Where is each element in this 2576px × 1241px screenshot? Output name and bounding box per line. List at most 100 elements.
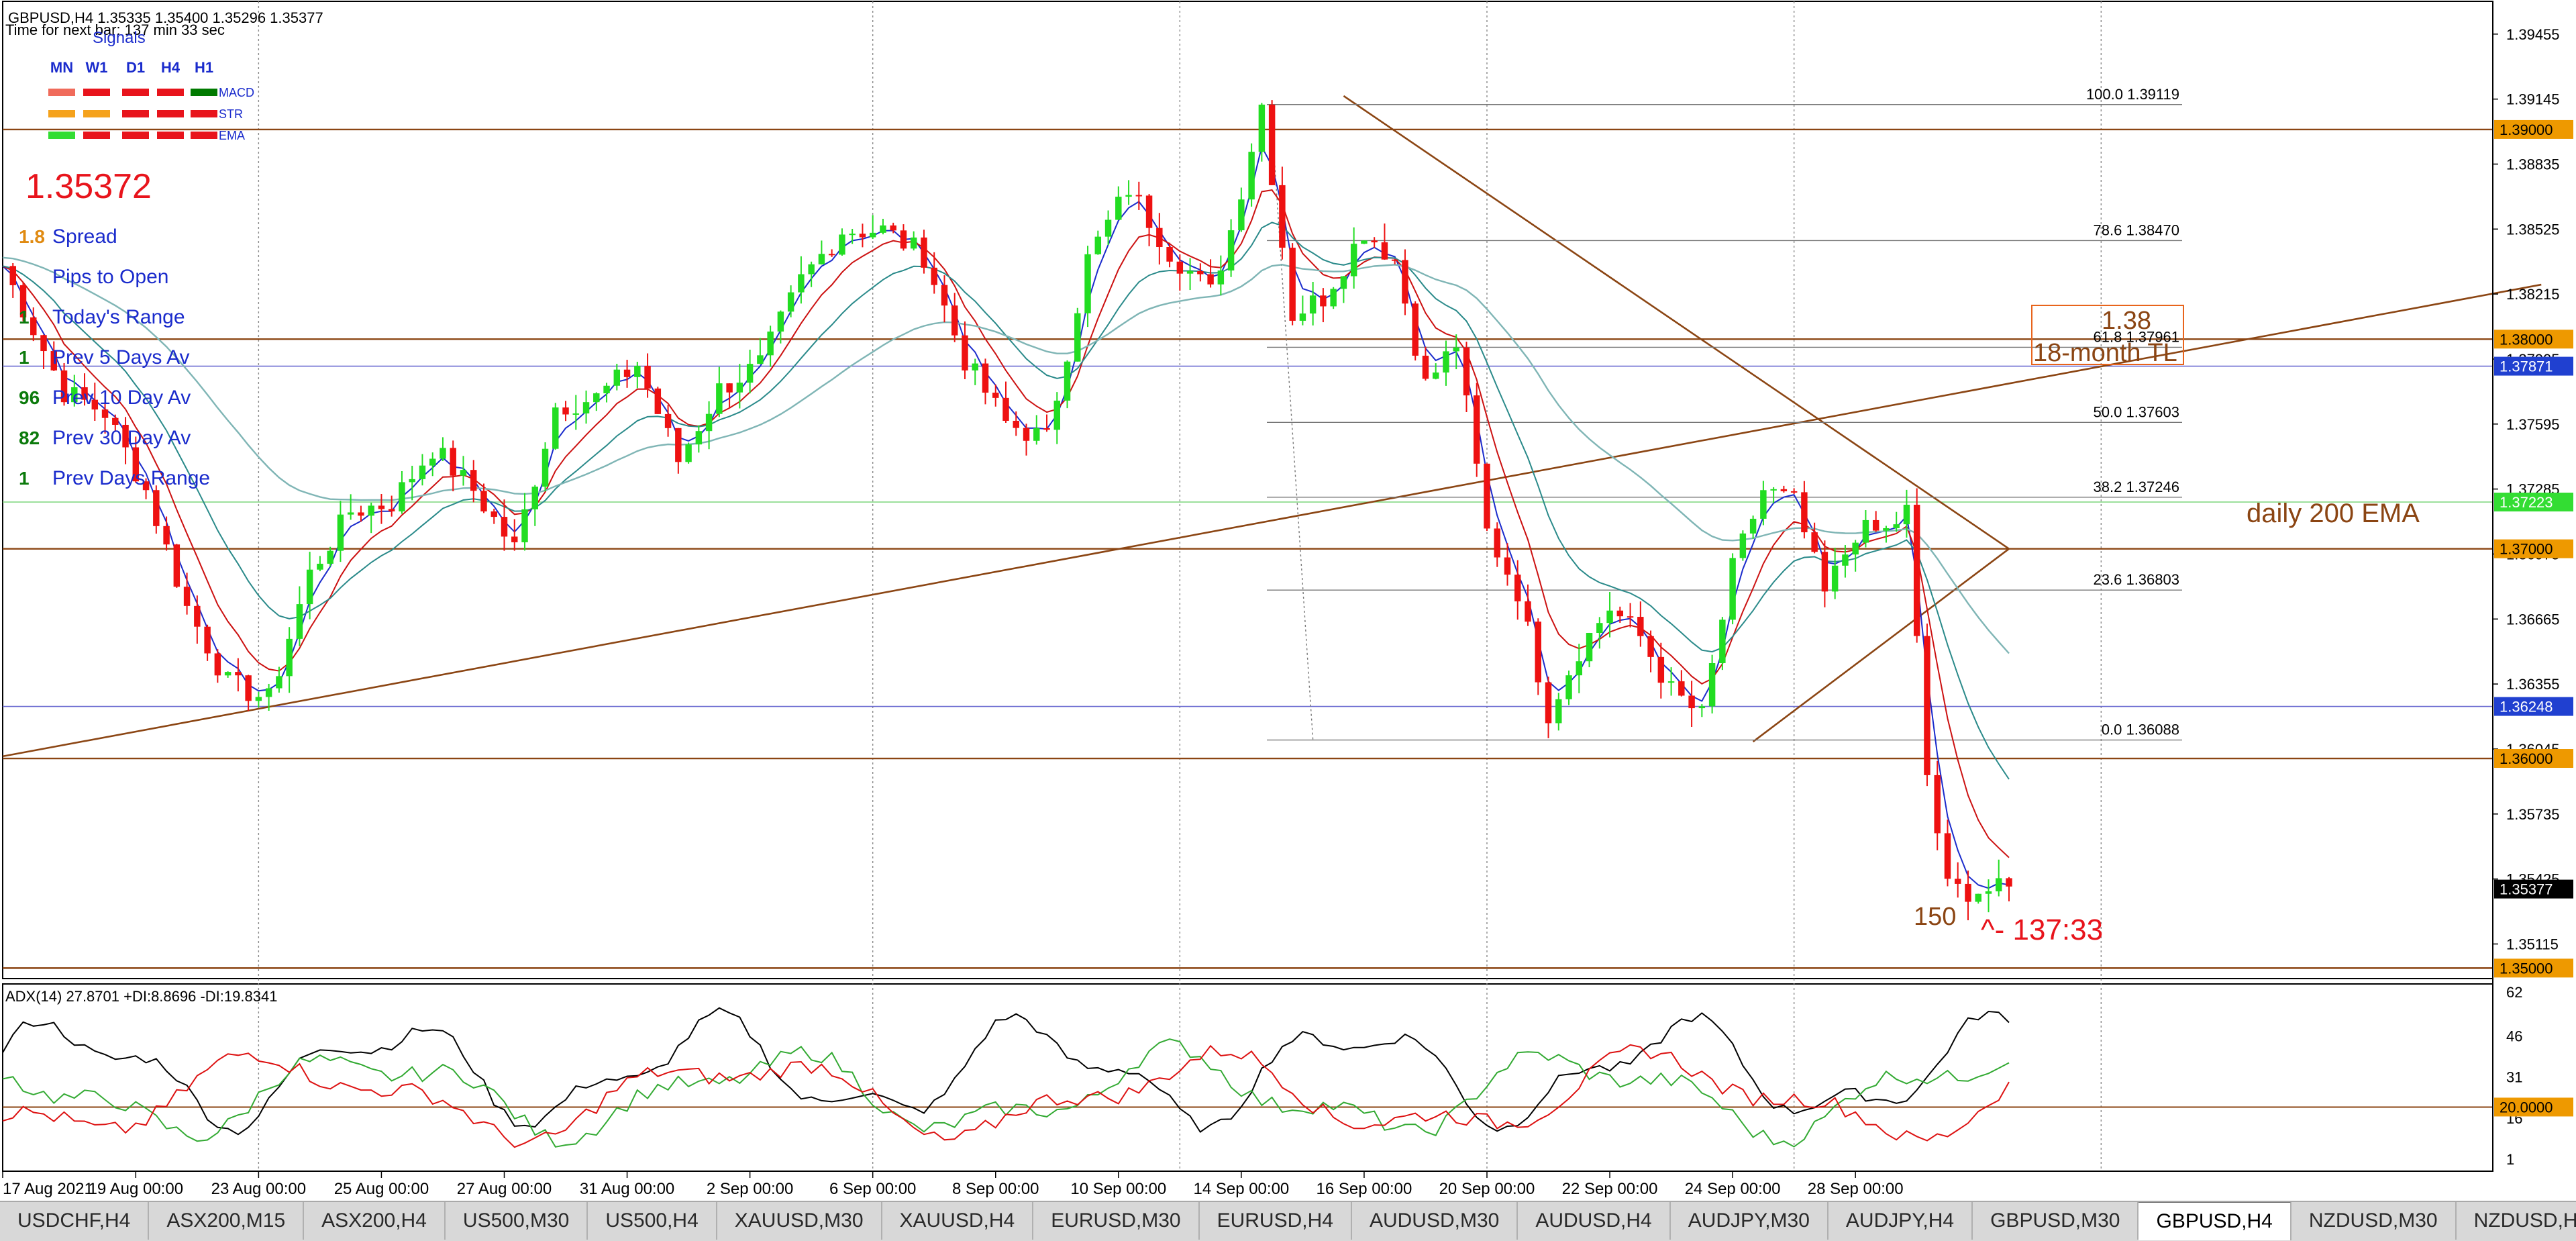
info-label: Spread (52, 226, 117, 248)
candle-body (1872, 519, 1879, 531)
candle-body (1135, 195, 1143, 197)
symbol-tab[interactable]: AUDUSD,H4 (1518, 1202, 1671, 1240)
symbol-tab[interactable]: AUDJPY,M30 (1671, 1202, 1828, 1240)
price-tag (2494, 119, 2573, 139)
candle-body (869, 232, 876, 238)
signal-cell (157, 89, 184, 96)
candle-body (746, 364, 754, 383)
candle-body (1320, 295, 1327, 307)
time-tick-label: 16 Sep 00:00 (1317, 1180, 1412, 1198)
fib-level-label: 0.0 1.36088 (2102, 722, 2179, 738)
info-value: 96 (19, 387, 40, 408)
price-tag (2494, 879, 2573, 899)
candle-body (1104, 219, 1112, 237)
candle-body (1207, 274, 1214, 285)
symbol-tab[interactable]: EURUSD,H4 (1200, 1202, 1352, 1240)
candle-body (982, 363, 989, 393)
signal-cell (122, 132, 149, 139)
adx-scale-label: 1 (2506, 1151, 2514, 1168)
candle-body (1299, 313, 1306, 321)
signal-cell (48, 110, 75, 117)
signal-cell (157, 110, 184, 117)
candle-body (634, 366, 641, 377)
price-tag-label: 1.36248 (2500, 699, 2553, 715)
price-tag-label: 1.39000 (2500, 121, 2553, 138)
symbol-tab[interactable]: US500,M30 (446, 1202, 588, 1240)
candle-body (1801, 492, 1808, 533)
symbol-tab[interactable]: AUDJPY,H4 (1828, 1202, 1973, 1240)
symbol-tab[interactable]: US500,H4 (588, 1202, 717, 1240)
candle-body (1432, 373, 1439, 379)
candle-body (409, 479, 415, 483)
candle-body (153, 490, 160, 526)
adx-label: ADX(14) 27.8701 +DI:8.8696 -DI:19.8341 (5, 988, 277, 1005)
fib-level-label: 23.6 1.36803 (2094, 571, 2179, 588)
candle-body (1422, 355, 1429, 379)
candle-body (19, 285, 27, 317)
price-tick-label: 1.37595 (2506, 416, 2560, 433)
symbol-tab[interactable]: ASX200,H4 (304, 1202, 446, 1240)
adx-line (2, 1007, 2010, 1136)
candle-body (204, 626, 211, 654)
candle-body (777, 311, 784, 332)
symbol-tab[interactable]: XAUUSD,H4 (882, 1202, 1034, 1240)
candle-body (798, 274, 805, 293)
symbol-tab[interactable]: AUDUSD,M30 (1352, 1202, 1518, 1240)
fib-level-label: 100.0 1.39119 (2086, 86, 2179, 103)
candle-body (1412, 303, 1419, 356)
candle-body (1924, 636, 1930, 775)
symbol-tab[interactable]: NZDUSD,M30 (2291, 1202, 2457, 1240)
price-tag (2494, 749, 2573, 768)
candle-body (1258, 104, 1266, 152)
symbol-tab[interactable]: ASX200,M15 (149, 1202, 305, 1240)
symbol-tab[interactable]: GBPUSD,H4 (2139, 1202, 2291, 1240)
candle-body (1391, 259, 1398, 261)
time-tick-label: 24 Sep 00:00 (1685, 1180, 1781, 1198)
candle-body (1227, 230, 1235, 270)
candle-body (654, 388, 662, 414)
candle-body (685, 444, 692, 462)
candle-body (235, 672, 242, 676)
symbol-tab[interactable]: EURUSD,M30 (1033, 1202, 1200, 1240)
candle-body (9, 266, 16, 285)
price-tag-label: 1.36000 (2500, 750, 2553, 767)
pips-annotation: 150 (1914, 903, 1956, 931)
info-label: Prev 30 Day Av (52, 427, 191, 449)
candle-body (1013, 420, 1019, 428)
info-value: 1 (19, 468, 30, 489)
candle-body (962, 335, 968, 370)
symbol-tab[interactable]: GBPUSD,M30 (1973, 1202, 2139, 1240)
candle-body (40, 335, 47, 352)
candle-body (1770, 489, 1777, 491)
candle-body (347, 512, 354, 515)
info-label: Pips to Open (52, 266, 168, 288)
fib-level-label: 61.8 1.37961 (2094, 328, 2179, 345)
candle-body (368, 505, 374, 516)
adx-scale-label: 46 (2506, 1028, 2522, 1044)
candle-body (1954, 879, 1961, 884)
candle-body (828, 254, 835, 256)
time-tick-label: 6 Sep 00:00 (829, 1180, 916, 1198)
candle-body (1238, 199, 1245, 231)
symbol-tab[interactable]: USDCHF,H4 (0, 1202, 150, 1240)
signal-row-label: STR (219, 107, 243, 121)
time-tick-label: 8 Sep 00:00 (952, 1180, 1039, 1198)
candle-body (1708, 662, 1716, 707)
symbol-tab[interactable]: NZDUSD,H4 (2457, 1202, 2576, 1240)
candle-body (1279, 185, 1286, 248)
candle-body (1381, 242, 1388, 260)
candle-body (71, 387, 78, 403)
candle-body (572, 413, 580, 415)
candle-body (531, 487, 538, 509)
candle-body (286, 638, 293, 677)
candle-body (511, 536, 518, 542)
candle-body (613, 369, 621, 386)
candle-body (1862, 519, 1869, 543)
candle-body (440, 448, 446, 459)
chart-canvas[interactable]: 100.0 1.39119 78.6 1.38470 61.8 1.37961 50.… (0, 0, 2576, 1201)
candle-body (491, 511, 497, 517)
symbol-tab[interactable]: XAUUSD,M30 (717, 1202, 882, 1240)
candle-body (1698, 706, 1706, 709)
time-tick-label: 17 Aug 2021 (3, 1180, 93, 1198)
